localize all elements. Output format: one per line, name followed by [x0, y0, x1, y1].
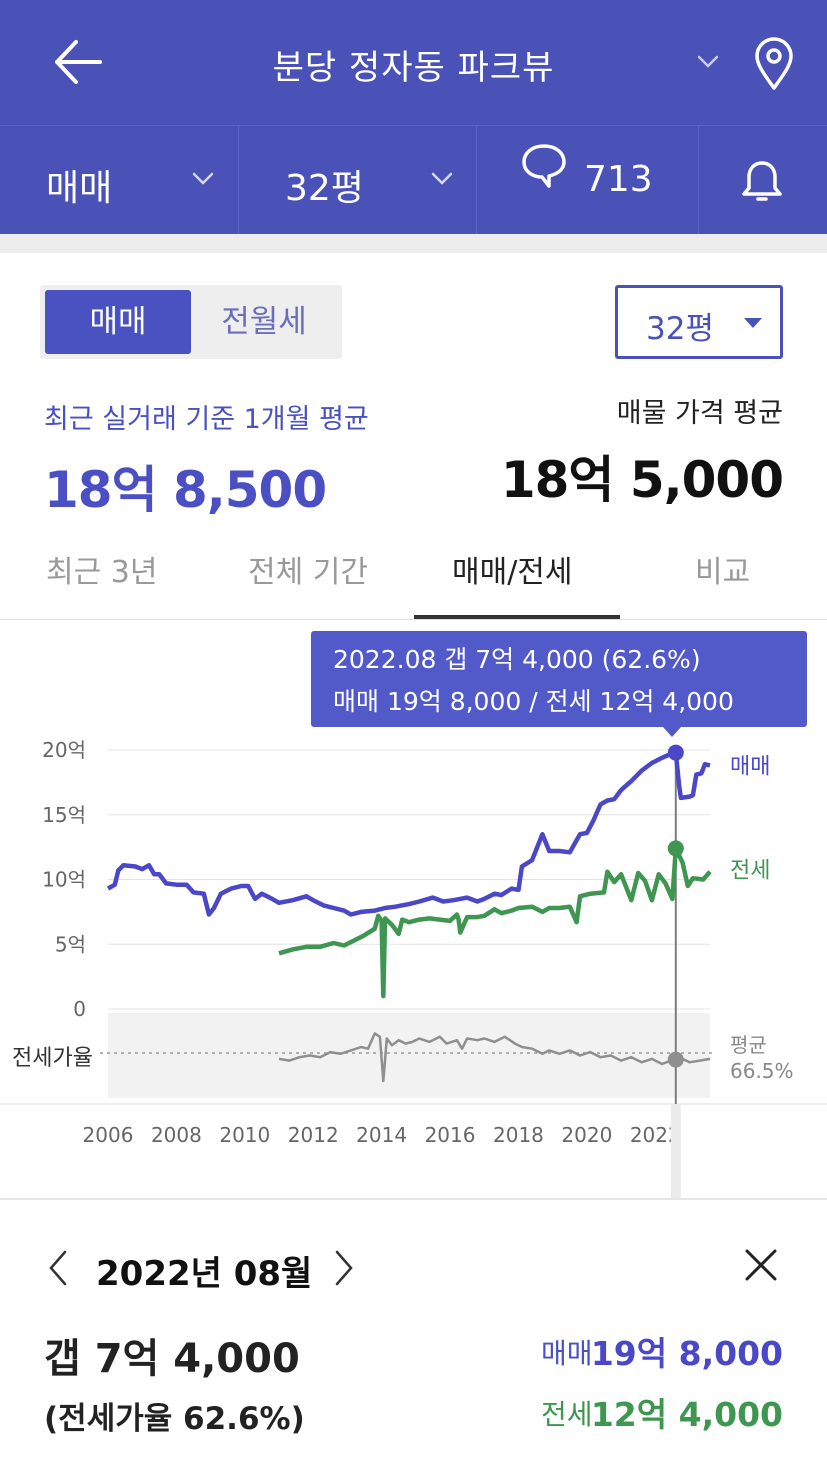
toggle-rent[interactable]: 전월세 — [221, 304, 307, 340]
top-app-bar: 분당 정자동 파크뷰 — [0, 0, 827, 125]
divider — [0, 1198, 827, 1200]
y-tick-label: 20억 — [42, 738, 86, 762]
chevron-down-icon — [697, 55, 719, 68]
active-tab-indicator — [414, 615, 620, 619]
apartment-title[interactable]: 분당 정자동 파크뷰 — [272, 48, 555, 88]
next-month-button[interactable] — [330, 1248, 358, 1288]
trade-toggle: 매매 전월세 — [40, 285, 342, 359]
ratio-average-value: 66.5% — [730, 1059, 794, 1083]
jeonse-selected-point — [667, 840, 684, 857]
speech-bubble-icon — [522, 144, 566, 188]
y-tick-label: 0 — [73, 997, 86, 1021]
listing-price-label: 매물 가격 평균 — [616, 398, 783, 429]
recent-price-value: 18억 8,500 — [44, 461, 327, 519]
trade-type-label: 매매 — [46, 168, 113, 209]
selected-month: 2022년 08월 — [96, 1254, 313, 1294]
x-tick-label: 2020 — [561, 1123, 612, 1147]
ratio-band — [108, 1013, 710, 1098]
map-pin-icon — [755, 37, 793, 90]
jeonse-series-label: 전세 — [730, 859, 770, 884]
filter-bar: 매매 32평 713 — [0, 125, 827, 234]
x-tick-label: 2018 — [493, 1123, 544, 1147]
sale-selected-point — [667, 744, 684, 761]
tab-compare[interactable]: 비교 — [695, 555, 751, 590]
x-tick-label: 2010 — [219, 1123, 270, 1147]
chevron-down-icon — [192, 172, 214, 185]
divider — [476, 126, 477, 234]
location-button[interactable] — [748, 34, 800, 94]
back-button[interactable] — [50, 37, 106, 87]
ratio-average-label: 평균 — [730, 1033, 767, 1057]
chart-tabs: 최근 3년 전체 기간 매매/전세 비교 — [0, 530, 827, 620]
tab-all-period[interactable]: 전체 기간 — [248, 555, 368, 590]
recent-price-label: 최근 실거래 기준 1개월 평균 — [44, 404, 369, 435]
x-tick-label: 2014 — [356, 1123, 407, 1147]
size-select-label: 32평 — [646, 311, 714, 347]
jeonse-series-line — [278, 846, 712, 999]
chevron-right-icon — [335, 1250, 353, 1286]
close-button[interactable] — [742, 1246, 780, 1284]
jeonse-label: 전세 — [541, 1398, 593, 1431]
x-tick-label: 2006 — [83, 1123, 134, 1147]
tooltip-line-gap: 2022.08 갭 7억 4,000 (62.6%) — [333, 645, 701, 674]
prev-month-button[interactable] — [44, 1248, 72, 1288]
chevron-down-icon — [431, 172, 453, 185]
jeonse-ratio-value: (전세가율 62.6%) — [44, 1401, 305, 1437]
ratio-selected-point — [667, 1051, 684, 1068]
size-label: 32평 — [285, 168, 364, 209]
tab-recent-3y[interactable]: 최근 3년 — [46, 555, 158, 590]
divider — [238, 126, 239, 234]
sale-series-label: 매매 — [730, 755, 770, 780]
tab-sale-jeonse[interactable]: 매매/전세 — [452, 555, 573, 590]
y-tick-label: 5억 — [55, 932, 86, 956]
trade-type-dropdown[interactable]: 매매 — [0, 126, 238, 234]
jeonse-value: 12억 4,000 — [590, 1395, 783, 1434]
sale-label: 매매 — [541, 1337, 593, 1370]
caret-down-icon — [744, 318, 762, 328]
x-tick-label: 2016 — [425, 1123, 476, 1147]
section-gap — [0, 234, 827, 253]
y-tick-label: 10억 — [42, 868, 86, 892]
toggle-sale[interactable]: 매매 — [45, 290, 191, 354]
ratio-series-line — [278, 1032, 711, 1083]
chart-tooltip: 2022.08 갭 7억 4,000 (62.6%) 매매 19억 8,000 … — [311, 631, 807, 737]
close-icon — [745, 1249, 777, 1281]
chevron-left-icon — [49, 1250, 67, 1286]
gap-value: 갭 7억 4,000 — [44, 1336, 300, 1382]
comment-count: 713 — [584, 159, 653, 200]
x-tick-label: 2012 — [288, 1123, 339, 1147]
x-tick-label: 2008 — [151, 1123, 202, 1147]
ratio-axis-label: 전세가율 — [12, 1046, 93, 1071]
sale-series-line — [106, 750, 711, 917]
back-arrow-icon — [55, 40, 102, 84]
selection-highlight — [670, 1104, 681, 1200]
tooltip-line-prices: 매매 19억 8,000 / 전세 12억 4,000 — [333, 687, 734, 716]
divider — [698, 126, 699, 234]
size-dropdown[interactable]: 32평 — [239, 126, 476, 234]
listing-price-value: 18억 5,000 — [500, 451, 784, 509]
y-tick-label: 15억 — [42, 803, 86, 827]
title-dropdown-button[interactable] — [692, 50, 724, 74]
notification-button[interactable] — [699, 126, 827, 234]
size-select[interactable]: 32평 — [615, 285, 783, 359]
sale-value: 19억 8,000 — [590, 1334, 783, 1373]
tooltip-pointer — [663, 727, 681, 737]
comments-button[interactable]: 713 — [477, 126, 698, 234]
bell-icon — [742, 161, 782, 201]
